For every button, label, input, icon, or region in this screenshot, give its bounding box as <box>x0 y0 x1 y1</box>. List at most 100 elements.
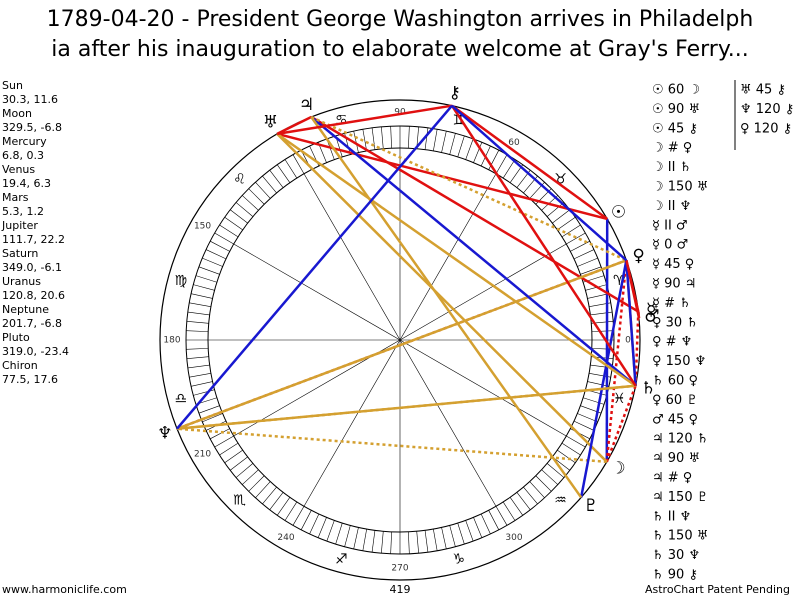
ring-tick <box>202 257 223 267</box>
planet-coords: 111.7, 22.2 <box>2 233 65 246</box>
planet-name: Saturn <box>2 247 38 260</box>
ring-tick <box>408 126 410 149</box>
ring-tick <box>198 405 220 414</box>
planet-name: Sun <box>2 79 23 92</box>
planet-coords: 77.5, 17.6 <box>2 373 58 386</box>
aspect-entry: ♀ 60 ♇ <box>652 393 698 408</box>
planet-glyph: ☿ <box>646 300 656 320</box>
aspect-entry: ♄ 60 ♀ <box>652 374 698 389</box>
ring-tick <box>583 397 605 405</box>
degree-label: 150 <box>194 222 211 232</box>
ring-tick <box>449 133 456 155</box>
sign-glyph: ♋ <box>335 113 348 129</box>
ring-tick <box>292 154 305 174</box>
ring-tick <box>424 127 429 150</box>
aspect-entry: ♀ 120 ⚷ <box>740 121 792 136</box>
sign-glyph: ♓ <box>613 391 626 407</box>
degree-label: 90 <box>394 108 406 118</box>
planet-glyph: ♇ <box>583 496 598 516</box>
spoke <box>399 243 567 341</box>
ring-tick <box>317 517 327 538</box>
ring-tick <box>587 381 609 387</box>
planet-glyph: ♃ <box>299 95 314 115</box>
footer-right: AstroChart Patent Pending <box>645 583 790 596</box>
degree-label: 0 <box>625 336 631 346</box>
spoke <box>303 339 401 507</box>
planet-glyph: ♆ <box>157 424 172 444</box>
planet-glyph: ♅ <box>263 113 278 133</box>
ring-tick <box>335 523 343 545</box>
aspect-entry: ♀ 30 ♄ <box>652 315 698 330</box>
ring-tick <box>590 311 613 316</box>
ring-tick <box>292 506 305 526</box>
ring-tick <box>546 202 565 217</box>
degree-label: 60 <box>508 138 520 148</box>
aspect-line <box>634 311 640 386</box>
planet-glyph: ☽ <box>610 458 625 478</box>
planet-coords: 5.3, 1.2 <box>2 205 44 218</box>
sign-glyph: ♏ <box>233 493 246 509</box>
ring-tick <box>224 217 243 231</box>
ring-tick <box>573 249 595 260</box>
planet-coords: 319.0, -23.4 <box>2 345 69 358</box>
degree-label: 270 <box>391 564 408 574</box>
footer-left: www.harmoniclife.com <box>2 583 127 596</box>
degree-label: 240 <box>277 533 294 543</box>
ring-tick <box>457 523 465 545</box>
ring-tick <box>529 481 545 498</box>
ring-tick <box>561 224 581 238</box>
planet-glyph: ☉ <box>611 202 626 222</box>
ring-tick <box>557 449 576 463</box>
ring-tick <box>390 531 392 554</box>
aspect-entry: ♆ 120 ⚷ <box>740 102 794 117</box>
degree-label: 210 <box>194 450 211 460</box>
aspect-line <box>176 259 627 430</box>
sign-glyph: ♍ <box>174 273 187 289</box>
ring-tick <box>193 284 215 291</box>
sign-glyph: ♑ <box>452 551 465 567</box>
ring-tick <box>269 170 284 188</box>
title-line: 1789-04-20 - President George Washington… <box>47 7 754 32</box>
ring-tick <box>424 530 429 553</box>
ring-tick <box>277 164 291 183</box>
aspect-entry: ♃ 90 ♅ <box>652 451 700 466</box>
aspect-line <box>605 385 637 463</box>
ring-tick <box>433 129 438 151</box>
degree-label: 180 <box>163 336 180 346</box>
ring-tick <box>198 266 220 275</box>
ring-tick <box>300 510 312 530</box>
ring-tick <box>214 232 234 245</box>
footer-center: 419 <box>390 583 411 596</box>
ring-tick <box>309 513 320 535</box>
aspect-line <box>176 104 453 430</box>
ring-tick <box>219 442 239 456</box>
ring-tick <box>191 381 213 387</box>
aspect-entry: ♃ 120 ♄ <box>652 432 708 447</box>
aspect-line <box>605 260 628 462</box>
ring-tick <box>210 428 230 440</box>
ring-tick <box>277 497 291 516</box>
ring-tick <box>541 469 558 485</box>
ring-tick <box>408 531 410 554</box>
ring-tick <box>502 501 516 521</box>
aspect-line <box>310 115 639 313</box>
ring-tick <box>230 456 248 471</box>
aspect-entry: ☿ 90 ♃ <box>652 277 696 292</box>
ring-tick <box>502 159 516 179</box>
outer-circle <box>159 99 641 581</box>
ring-tick <box>210 240 230 252</box>
aspect-line <box>176 384 636 430</box>
ring-tick <box>441 131 447 153</box>
spoke <box>399 339 567 437</box>
aspect-line <box>625 260 641 319</box>
planet-coords: 349.0, -6.1 <box>2 261 62 274</box>
ring-tick <box>449 525 456 547</box>
spoke <box>303 173 401 341</box>
ring-tick <box>566 232 586 245</box>
planet-name: Pluto <box>2 331 30 344</box>
ring-tick <box>381 126 384 149</box>
aspect-line <box>450 105 637 387</box>
aspect-entry: ♅ 45 ⚷ <box>740 83 786 98</box>
ring-tick <box>344 525 351 547</box>
